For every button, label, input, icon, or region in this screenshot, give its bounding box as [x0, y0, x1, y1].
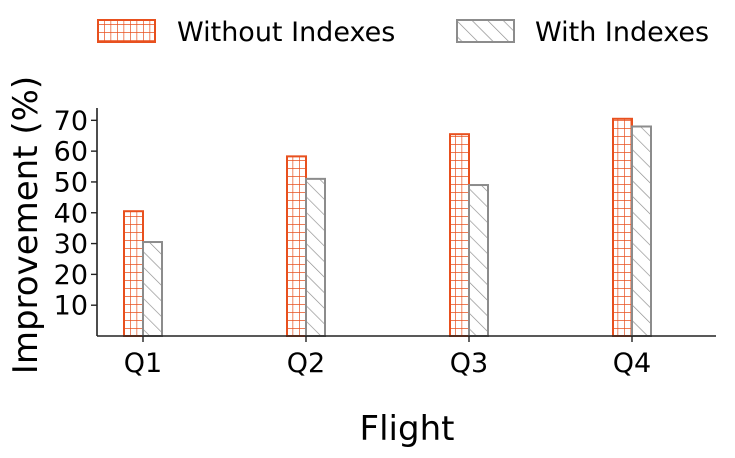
x-axis-title: Flight [360, 409, 455, 449]
x-tick-label-q3: Q3 [450, 348, 488, 379]
x-axis-ticks: Q1 Q2 Q3 Q4 [124, 336, 651, 379]
x-tick-label-q1: Q1 [124, 348, 162, 379]
legend-swatch-with-indexes [456, 19, 515, 43]
legend-label-with-indexes: With Indexes [535, 17, 709, 48]
x-tick-label-q4: Q4 [613, 348, 651, 379]
x-tick-label-q2: Q2 [287, 348, 325, 379]
y-tick-label-10: 10 [54, 291, 88, 322]
y-tick-label-70: 70 [54, 106, 88, 137]
bar-without-indexes-q1 [123, 210, 144, 337]
legend-swatch-without-indexes [97, 19, 156, 43]
legend-item-without-indexes: Without Indexes [97, 17, 395, 48]
legend-label-without-indexes: Without Indexes [177, 17, 395, 48]
bar-without-indexes-q4 [612, 117, 633, 337]
bar-with-indexes-q3 [468, 184, 489, 337]
bar-with-indexes-q2 [305, 177, 326, 337]
y-tick-label-50: 50 [54, 167, 88, 198]
legend: Without Indexes With Indexes [97, 17, 709, 48]
y-axis-title: Improvement (%) [6, 76, 46, 374]
y-tick-label-60: 60 [54, 137, 88, 168]
bars-layer [123, 117, 652, 338]
bar-without-indexes-q2 [286, 155, 307, 337]
bar-with-indexes-q4 [631, 125, 652, 338]
legend-item-with-indexes: With Indexes [456, 17, 709, 48]
bar-without-indexes-q3 [449, 133, 470, 337]
y-tick-label-30: 30 [54, 229, 88, 260]
y-tick-label-20: 20 [54, 260, 88, 291]
y-tick-label-40: 40 [54, 198, 88, 229]
bar-with-indexes-q1 [142, 241, 163, 337]
